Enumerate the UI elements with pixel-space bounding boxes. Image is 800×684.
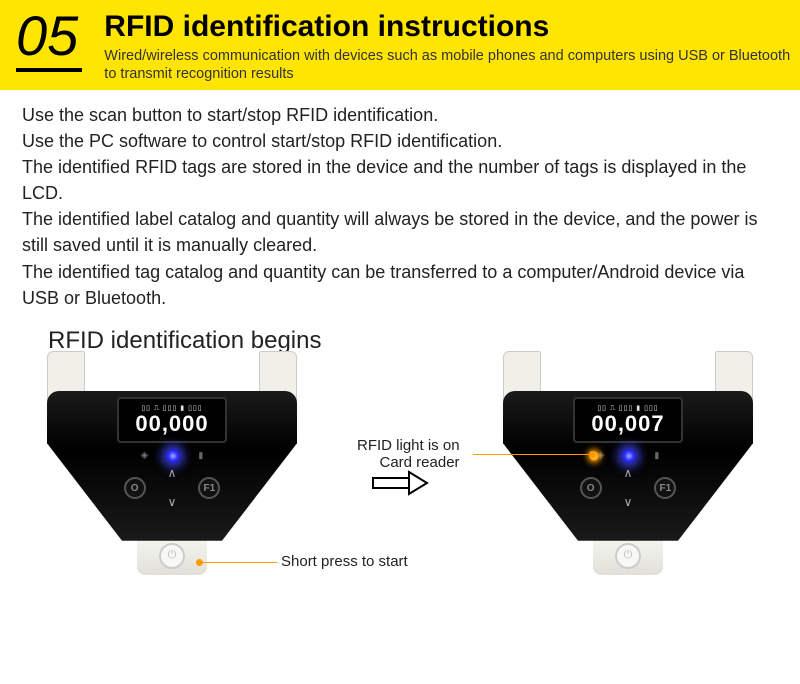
- device-handle: ⏻: [593, 539, 663, 575]
- indicator-row: ◈ ▮: [597, 449, 660, 463]
- lcd-status-row: ▯▯ ⎍ ▯▯▯ ▮ ▯▯▯: [141, 404, 202, 413]
- device-body: ▯▯ ⎍ ▯▯▯ ▮ ▯▯▯ 00,007 ◈ ▮ O ∧ ∨ F1: [503, 391, 753, 541]
- up-arrow-icon: ∧: [624, 469, 633, 479]
- body-paragraph: Use the scan button to start/stop RFID i…: [22, 102, 778, 128]
- arrow-buttons[interactable]: ∧ ∨: [168, 469, 177, 508]
- up-arrow-icon: ∧: [168, 469, 177, 479]
- arrow-buttons[interactable]: ∧ ∨: [624, 469, 633, 508]
- callout-short-press: Short press to start: [281, 553, 408, 570]
- power-button[interactable]: ⏻: [159, 543, 185, 569]
- device-left: ▯▯ ⎍ ▯▯▯ ▮ ▯▯▯ 00,000 ◈ ▮ O ∧ ∨ F1: [47, 361, 297, 575]
- callout-rfid-light: RFID light is on Card reader: [357, 437, 460, 471]
- callout-line: [202, 562, 277, 564]
- arrow-between-icon: [371, 468, 429, 498]
- section-number: 05: [16, 8, 82, 72]
- led-blue: [166, 449, 180, 463]
- o-button[interactable]: O: [124, 477, 146, 499]
- wifi-icon: ◈: [141, 450, 149, 461]
- body-paragraph: Use the PC software to control start/sto…: [22, 128, 778, 154]
- device-right: ▯▯ ⎍ ▯▯▯ ▮ ▯▯▯ 00,007 ◈ ▮ O ∧ ∨ F1: [503, 361, 753, 575]
- f1-button[interactable]: F1: [198, 477, 220, 499]
- battery-icon: ▮: [654, 450, 659, 461]
- body-paragraph: The identified RFID tags are stored in t…: [22, 154, 778, 206]
- callout-rfid-line2: Card reader: [380, 454, 460, 471]
- power-button[interactable]: ⏻: [615, 543, 641, 569]
- body-paragraph: The identified label catalog and quantit…: [22, 206, 778, 258]
- lcd-count: 00,007: [591, 413, 664, 435]
- indicator-row: ◈ ▮: [141, 449, 204, 463]
- o-button[interactable]: O: [580, 477, 602, 499]
- callout-rfid-line1: RFID light is on: [357, 437, 460, 454]
- devices-row: ▯▯ ⎍ ▯▯▯ ▮ ▯▯▯ 00,000 ◈ ▮ O ∧ ∨ F1: [0, 361, 800, 575]
- button-row: O ∧ ∨ F1: [580, 469, 677, 508]
- down-arrow-icon: ∨: [624, 498, 633, 508]
- body-text: Use the scan button to start/stop RFID i…: [0, 90, 800, 311]
- down-arrow-icon: ∨: [168, 498, 177, 508]
- body-paragraph: The identified tag catalog and quantity …: [22, 259, 778, 311]
- button-row: O ∧ ∨ F1: [124, 469, 221, 508]
- led-blue: [622, 449, 636, 463]
- callout-line: [473, 454, 589, 456]
- header-title: RFID identification instructions: [104, 10, 800, 43]
- callout-dot: [589, 451, 596, 458]
- header-subtitle: Wired/wireless communication with device…: [104, 47, 800, 83]
- device-handle: ⏻: [137, 539, 207, 575]
- lcd-screen: ▯▯ ⎍ ▯▯▯ ▮ ▯▯▯ 00,000: [117, 397, 227, 443]
- f1-button[interactable]: F1: [654, 477, 676, 499]
- header-text-block: RFID identification instructions Wired/w…: [104, 8, 800, 83]
- header-banner: 05 RFID identification instructions Wire…: [0, 0, 800, 90]
- battery-icon: ▮: [198, 450, 203, 461]
- lcd-screen: ▯▯ ⎍ ▯▯▯ ▮ ▯▯▯ 00,007: [573, 397, 683, 443]
- device-body: ▯▯ ⎍ ▯▯▯ ▮ ▯▯▯ 00,000 ◈ ▮ O ∧ ∨ F1: [47, 391, 297, 541]
- lcd-count: 00,000: [135, 413, 208, 435]
- section-heading: RFID identification begins: [0, 311, 800, 361]
- lcd-status-row: ▯▯ ⎍ ▯▯▯ ▮ ▯▯▯: [597, 404, 658, 413]
